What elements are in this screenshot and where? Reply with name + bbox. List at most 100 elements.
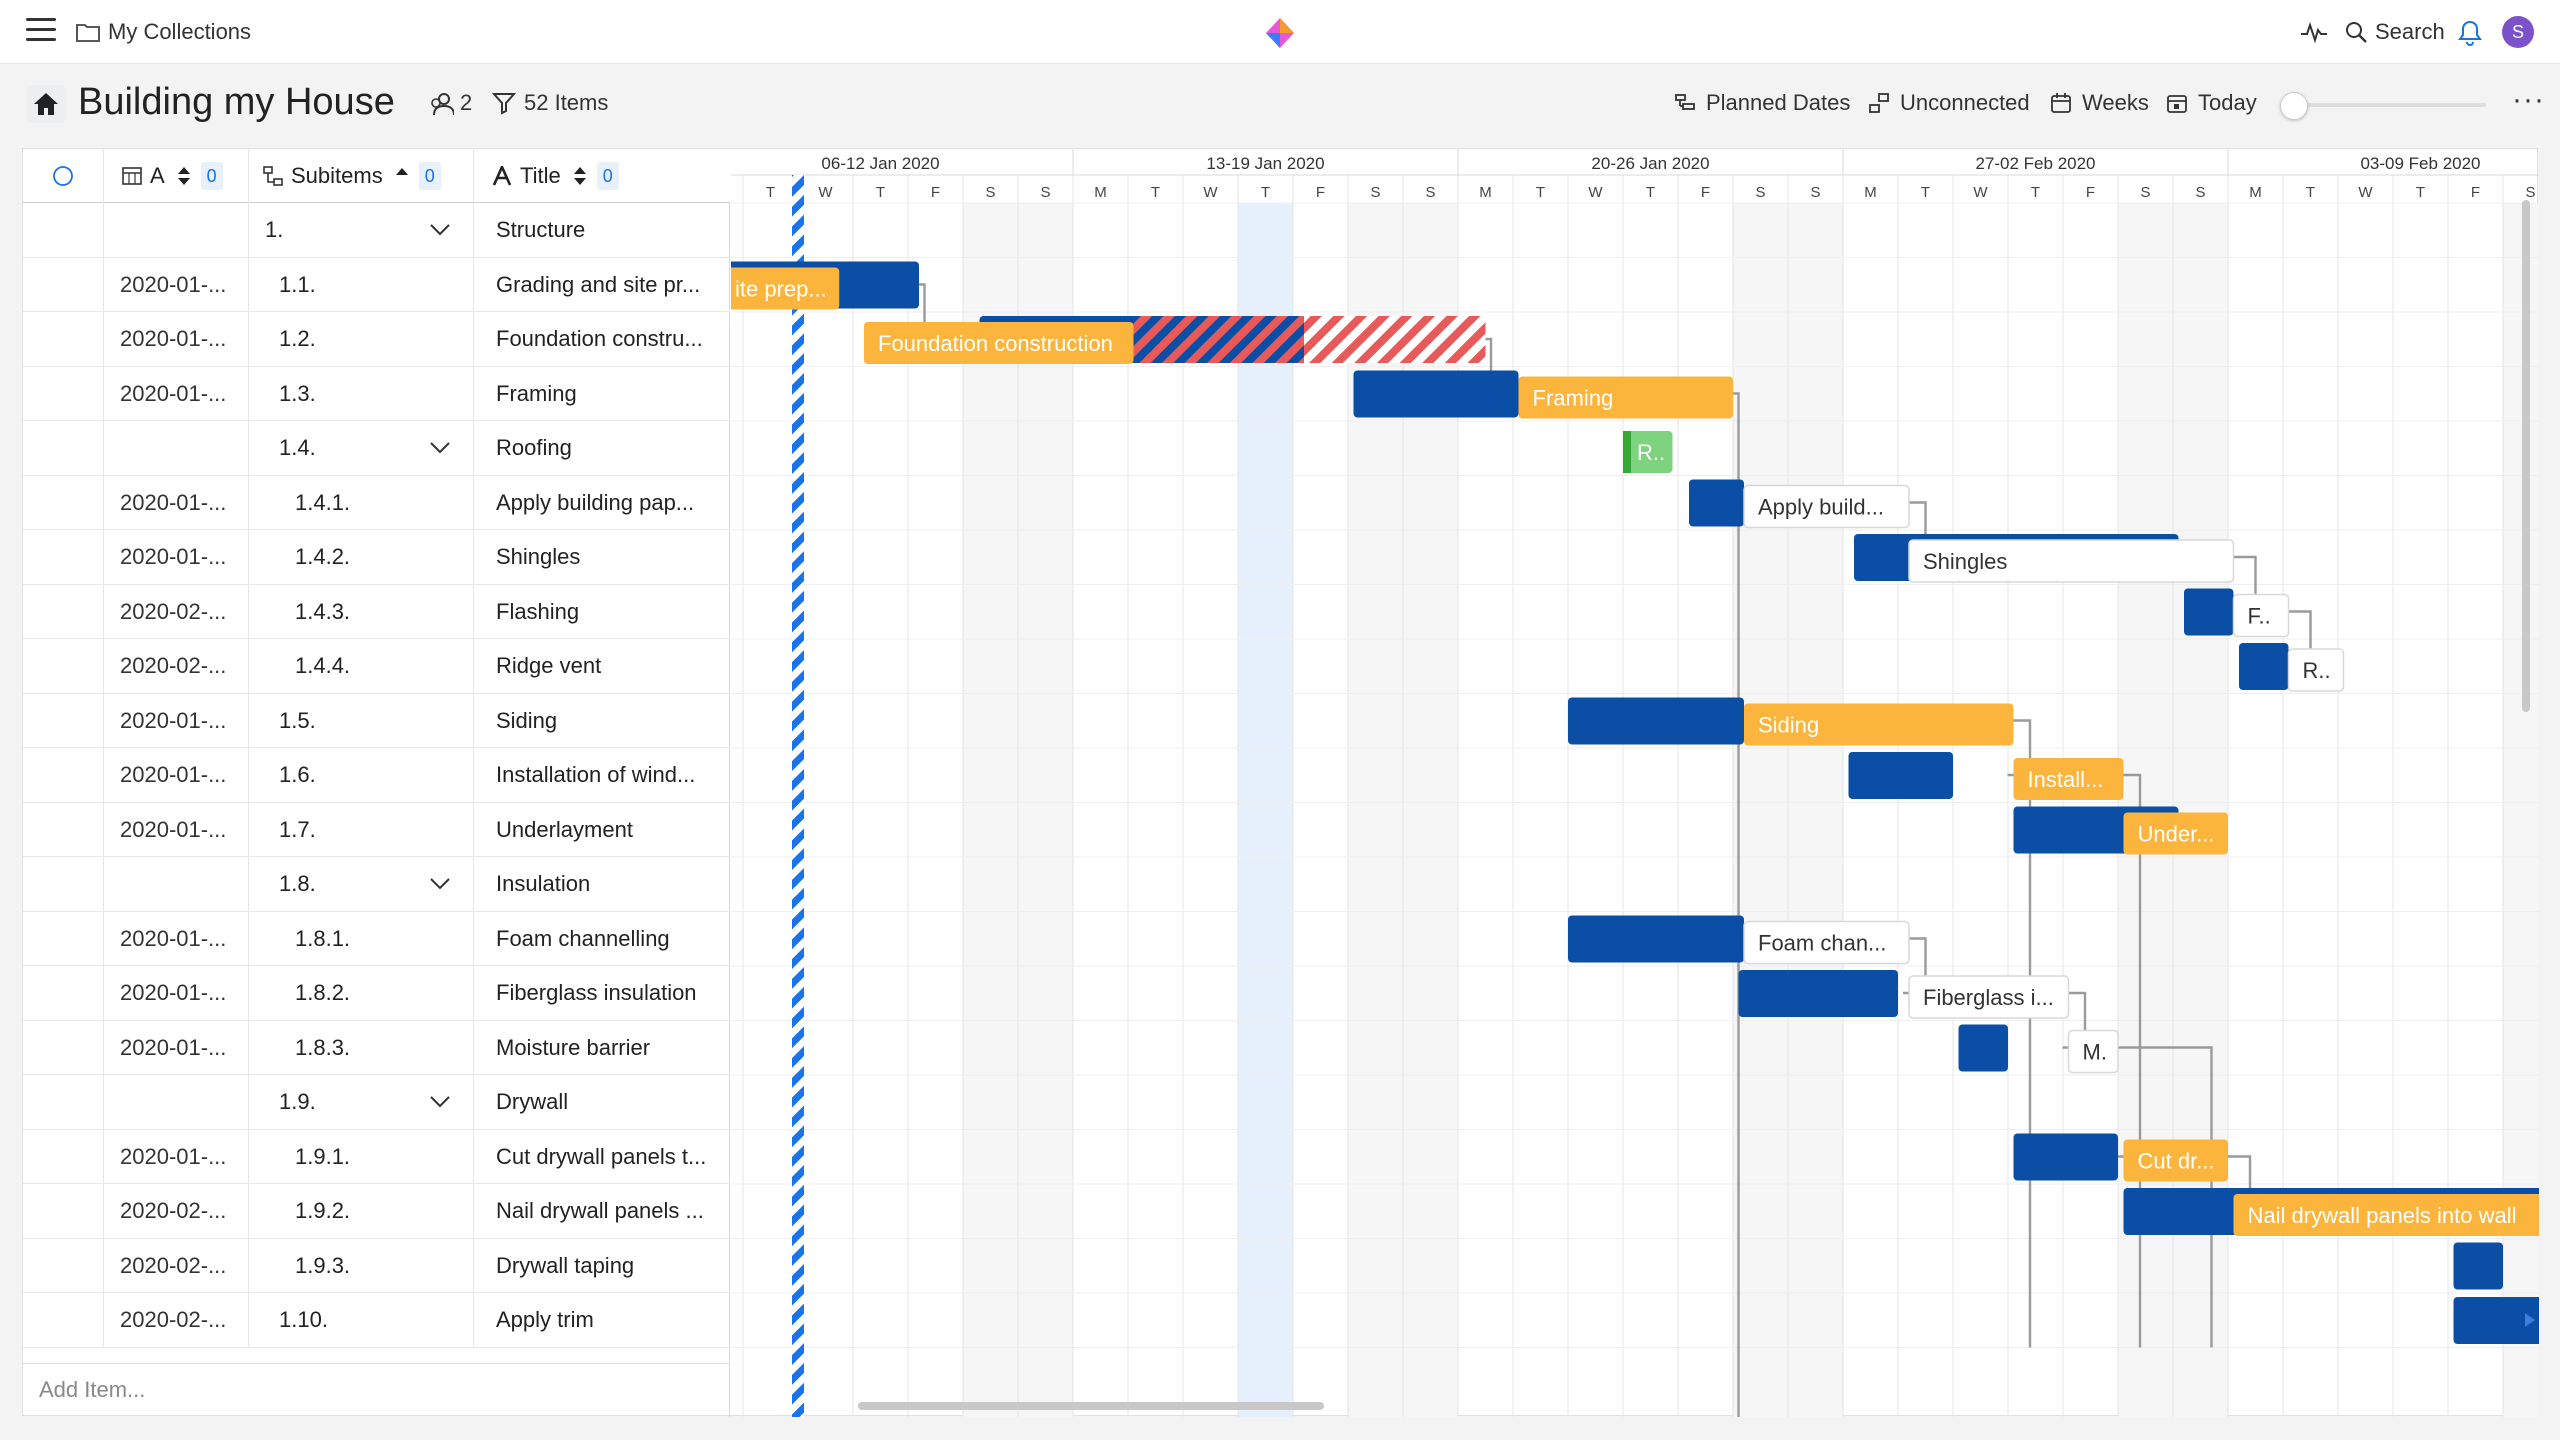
table-row[interactable]: 2020-01-... 1.8.3. Moisture barrier bbox=[23, 1020, 730, 1075]
row-date[interactable]: 2020-02-... bbox=[104, 1184, 249, 1238]
table-row[interactable]: 2020-01-... 1.6. Installation of wind... bbox=[23, 748, 730, 803]
row-select-cell[interactable] bbox=[23, 966, 104, 1020]
notifications-bell-icon[interactable] bbox=[2458, 20, 2482, 46]
filter-icon[interactable] bbox=[492, 91, 516, 115]
row-title[interactable]: Drywall taping bbox=[496, 1252, 635, 1278]
row-date[interactable] bbox=[104, 421, 249, 475]
row-date[interactable] bbox=[104, 203, 249, 257]
row-select-cell[interactable] bbox=[23, 421, 104, 475]
table-row[interactable]: 2020-01-... 1.5. Siding bbox=[23, 693, 730, 748]
task-bar[interactable] bbox=[1743, 920, 1910, 965]
row-select-cell[interactable] bbox=[23, 911, 104, 965]
more-options-icon[interactable]: ··· bbox=[2512, 83, 2545, 116]
row-select-cell[interactable] bbox=[23, 639, 104, 693]
row-title[interactable]: Cut drywall panels t... bbox=[496, 1143, 707, 1169]
table-row[interactable]: 2020-02-... 1.10. Apply trim bbox=[23, 1293, 730, 1348]
row-select-cell[interactable] bbox=[23, 257, 104, 311]
horizontal-scrollbar[interactable] bbox=[858, 1402, 1324, 1410]
row-title[interactable]: Foundation constru... bbox=[496, 326, 703, 351]
planned-bar[interactable] bbox=[2184, 588, 2234, 636]
table-row[interactable]: 2020-01-... 1.7. Underlayment bbox=[23, 802, 730, 857]
row-date[interactable]: 2020-01-... bbox=[104, 802, 249, 856]
select-all-checkbox[interactable] bbox=[23, 149, 104, 203]
row-title[interactable]: Apply trim bbox=[496, 1307, 594, 1332]
row-date[interactable]: 2020-01-... bbox=[104, 257, 249, 311]
row-date[interactable]: 2020-02-... bbox=[104, 639, 249, 693]
activity-icon[interactable] bbox=[2300, 20, 2328, 44]
task-bar[interactable] bbox=[2123, 812, 2229, 855]
column-header-title[interactable]: Title 0 bbox=[474, 149, 730, 203]
row-date[interactable]: 2020-01-... bbox=[104, 1020, 249, 1074]
row-date[interactable]: 2020-02-... bbox=[104, 1238, 249, 1292]
row-select-cell[interactable] bbox=[23, 1129, 104, 1183]
members-count[interactable]: 2 bbox=[460, 90, 473, 115]
planned-bar[interactable] bbox=[1568, 915, 1744, 963]
planned-bar[interactable] bbox=[2013, 1133, 2119, 1181]
unconnected-toggle[interactable]: Unconnected bbox=[1868, 90, 2030, 116]
table-row[interactable]: 1.8. Insulation bbox=[23, 857, 730, 912]
task-bar[interactable] bbox=[2287, 648, 2345, 692]
planned-bar[interactable] bbox=[1353, 370, 1519, 418]
user-avatar[interactable]: S bbox=[2502, 16, 2534, 48]
task-bar[interactable] bbox=[2013, 758, 2124, 800]
task-bar[interactable] bbox=[2067, 1029, 2119, 1074]
row-title[interactable]: Nail drywall panels ... bbox=[496, 1198, 704, 1223]
planned-bar[interactable] bbox=[2453, 1297, 2540, 1344]
row-title[interactable]: Siding bbox=[496, 707, 558, 733]
planned-bar[interactable] bbox=[1738, 970, 1899, 1017]
task-bar[interactable] bbox=[1518, 376, 1734, 419]
search-button[interactable]: Search bbox=[2375, 19, 2445, 44]
row-select-cell[interactable] bbox=[23, 203, 104, 257]
task-bar[interactable] bbox=[731, 267, 840, 310]
task-bar[interactable] bbox=[2123, 1139, 2229, 1182]
row-select-cell[interactable] bbox=[23, 312, 104, 366]
table-row[interactable]: 2020-02-... 1.9.2. Nail drywall panels ... bbox=[23, 1184, 730, 1239]
weeks-scale-button[interactable]: Weeks bbox=[2050, 90, 2149, 116]
table-row[interactable]: 2020-01-... 1.8.2. Fiberglass insulation bbox=[23, 966, 730, 1021]
row-select-cell[interactable] bbox=[23, 1293, 104, 1347]
sort-arrows-icon[interactable] bbox=[177, 165, 191, 187]
sort-ascending-icon[interactable] bbox=[395, 165, 409, 187]
row-date[interactable]: 2020-01-... bbox=[104, 312, 249, 366]
table-row[interactable]: 2020-01-... 1.2. Foundation constru... bbox=[23, 312, 730, 367]
row-title[interactable]: Shingles bbox=[496, 544, 581, 569]
planned-bar[interactable] bbox=[1568, 697, 1744, 745]
hamburger-menu-icon[interactable] bbox=[26, 18, 56, 44]
table-row[interactable]: 2020-01-... 1.4.1. Apply building pap... bbox=[23, 475, 730, 530]
row-title[interactable]: Roofing bbox=[496, 435, 572, 460]
today-button[interactable]: Today bbox=[2166, 90, 2257, 116]
table-row[interactable]: 2020-02-... 1.9.3. Drywall taping bbox=[23, 1238, 730, 1293]
row-date[interactable]: 2020-02-... bbox=[104, 1293, 249, 1347]
task-bar[interactable] bbox=[864, 322, 1134, 364]
row-date[interactable]: 2020-01-... bbox=[104, 748, 249, 802]
row-title[interactable]: Insulation bbox=[496, 871, 591, 896]
planned-bar[interactable] bbox=[2453, 1242, 2504, 1290]
row-date[interactable] bbox=[104, 857, 249, 911]
members-icon[interactable] bbox=[428, 91, 454, 117]
chevron-down-icon[interactable] bbox=[429, 441, 451, 455]
search-icon[interactable] bbox=[2344, 20, 2368, 44]
row-select-cell[interactable] bbox=[23, 857, 104, 911]
task-bar[interactable] bbox=[2232, 593, 2290, 638]
row-title[interactable]: Underlayment bbox=[496, 816, 633, 842]
row-title[interactable]: Fiberglass insulation bbox=[496, 980, 697, 1005]
task-bar[interactable] bbox=[2233, 1194, 2540, 1236]
breadcrumb-my-collections[interactable]: My Collections bbox=[108, 19, 252, 44]
row-select-cell[interactable] bbox=[23, 693, 104, 747]
row-title[interactable]: Moisture barrier bbox=[496, 1034, 651, 1060]
row-title[interactable]: Framing bbox=[496, 380, 577, 406]
row-date[interactable]: 2020-01-... bbox=[104, 911, 249, 965]
home-button[interactable] bbox=[26, 85, 66, 123]
row-date[interactable]: 2020-01-... bbox=[104, 966, 249, 1020]
row-date[interactable]: 2020-01-... bbox=[104, 1129, 249, 1183]
row-date[interactable]: 2020-01-... bbox=[104, 530, 249, 584]
task-bar[interactable] bbox=[1744, 703, 2014, 746]
row-date[interactable]: 2020-01-... bbox=[104, 366, 249, 420]
task-bar[interactable] bbox=[1908, 539, 2235, 583]
vertical-scrollbar[interactable] bbox=[2522, 200, 2530, 712]
row-select-cell[interactable] bbox=[23, 802, 104, 856]
table-row[interactable]: 2020-01-... 1.4.2. Shingles bbox=[23, 530, 730, 585]
row-select-cell[interactable] bbox=[23, 1020, 104, 1074]
task-bar[interactable] bbox=[1908, 975, 2070, 1019]
row-date[interactable]: 2020-02-... bbox=[104, 584, 249, 638]
